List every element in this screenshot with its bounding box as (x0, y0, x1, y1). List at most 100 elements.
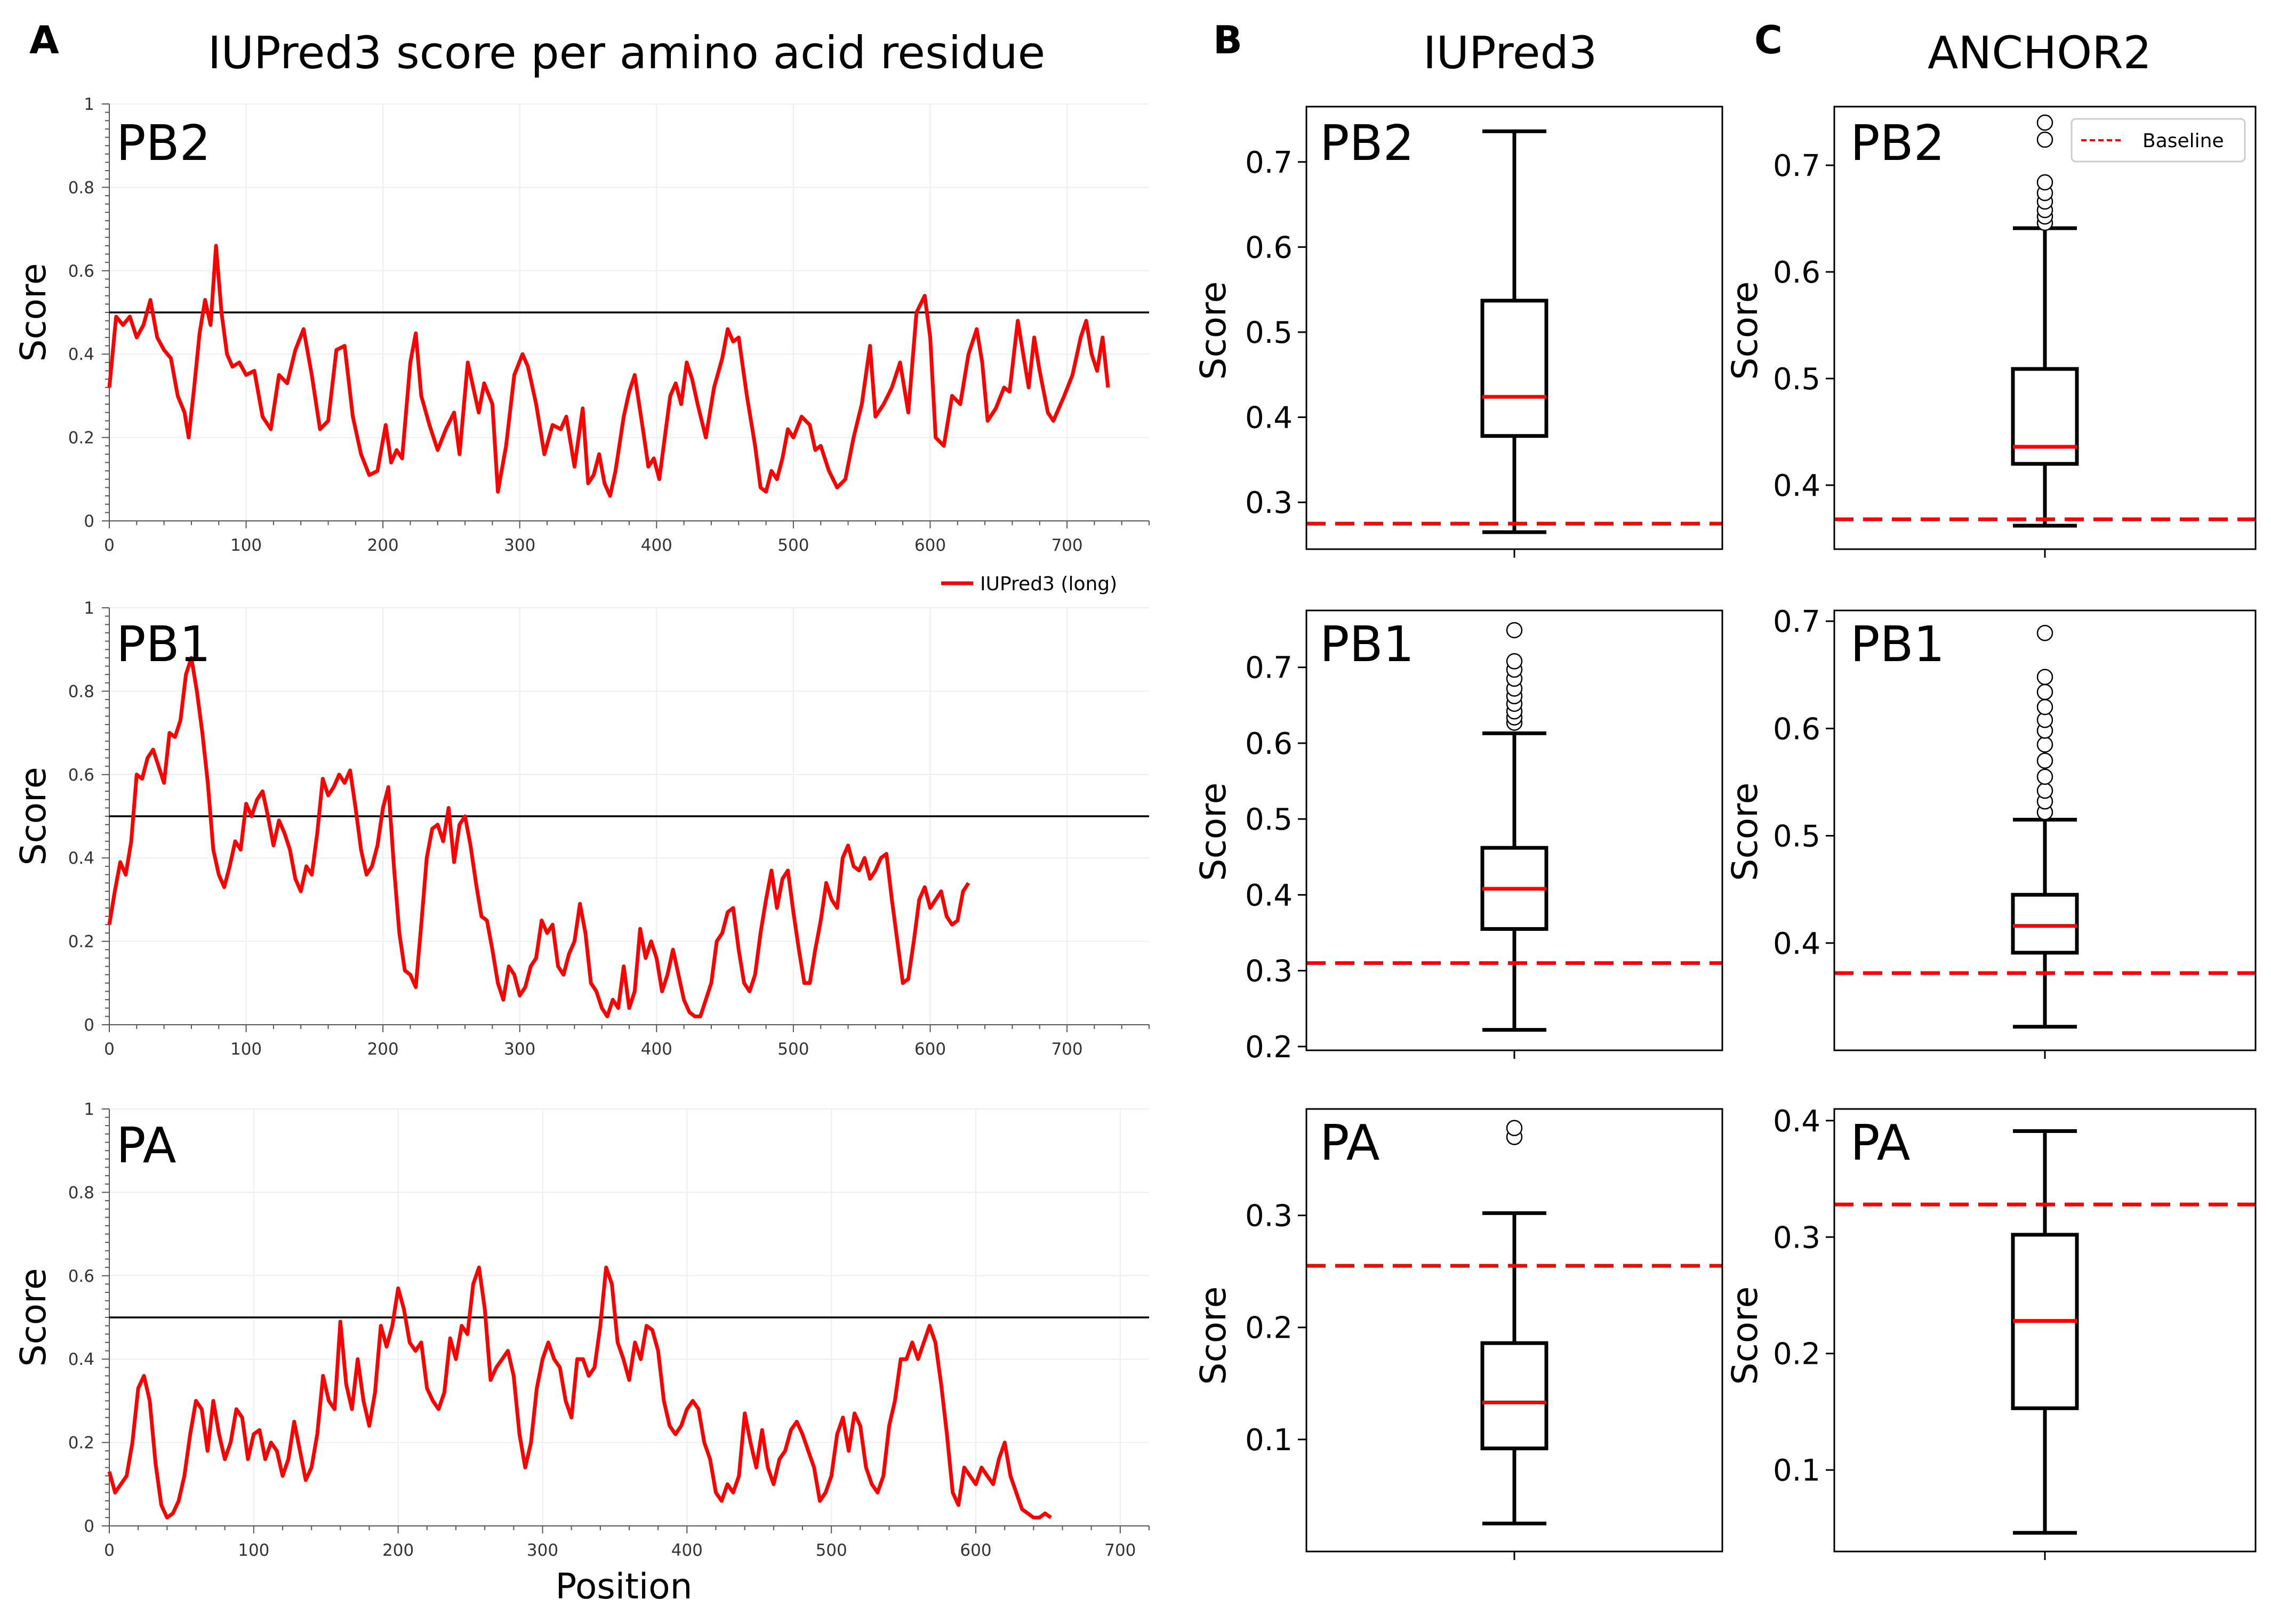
y-tick-label: 0.6 (68, 766, 94, 785)
legend-box (2071, 118, 2246, 163)
boxplot-anchor2-pb2: 0.4 0.5 0.6 0.7 PB2 Score Baseline (1724, 106, 2257, 558)
x-tick-label: 0 (104, 1541, 115, 1560)
y-tick-label: 0.8 (68, 178, 94, 197)
y-tick-label: 0.4 (1773, 1104, 1820, 1139)
y-tick-label: 0.7 (1773, 605, 1820, 639)
x-tick-label: 500 (777, 536, 809, 555)
minor-ticks (102, 607, 1150, 1032)
y-tick-label: 0.2 (68, 429, 94, 448)
x-tick-label: 500 (777, 1040, 809, 1059)
y-ticks: 0.4 0.5 0.6 0.7 (1773, 149, 1834, 503)
protein-label: PA (1320, 1114, 1380, 1171)
protein-label: PA (1850, 1114, 1911, 1171)
x-axis-label: Position (556, 1566, 693, 1607)
y-tick-label: 0.3 (1773, 1220, 1820, 1255)
y-tick-label: 0.5 (1245, 802, 1293, 837)
x-tick-label: 600 (960, 1541, 991, 1560)
iqr-box (2011, 367, 2079, 466)
outlier-point (2036, 131, 2053, 148)
outliers (1506, 1120, 1523, 1145)
y-axis-label: Score (1724, 282, 1766, 380)
y-tick-label: 0.6 (1773, 712, 1820, 746)
y-tick-label: 0.5 (1773, 819, 1820, 854)
protein-label: PB2 (116, 115, 211, 172)
outliers (2036, 625, 2053, 821)
x-tick-labels: 0 100 200 300 400 500 600 700 (104, 1541, 1136, 1560)
x-tick-label: 100 (230, 536, 262, 555)
protein-label: PB1 (116, 616, 211, 673)
y-tick-label: 0.5 (1773, 362, 1820, 397)
outlier-point (2036, 625, 2053, 641)
y-tick-label: 0.8 (68, 1183, 94, 1202)
x-tick-label: 200 (382, 1541, 414, 1560)
y-ticks: 0.1 0.2 0.3 0.4 (1773, 1104, 1834, 1488)
x-tick-label: 0 (104, 536, 115, 555)
outlier-point (1506, 653, 1523, 670)
x-tick-label: 300 (504, 1040, 535, 1059)
y-tick-label: 0.2 (1245, 1311, 1293, 1346)
y-tick-label: 0.2 (1773, 1337, 1820, 1372)
iqr-box (1480, 299, 1548, 438)
x-tick-label: 300 (504, 536, 535, 555)
protein-label: PB1 (1320, 616, 1414, 673)
y-tick-label: 0.4 (1245, 401, 1293, 436)
outliers (2036, 114, 2053, 231)
y-tick-label: 0.7 (1245, 651, 1293, 686)
x-tick-labels: 0 100 200 300 400 500 600 700 (104, 536, 1083, 555)
panel-letter-c: C (1754, 18, 1783, 62)
y-tick-label: 0.4 (68, 1350, 94, 1369)
x-tick-label: 700 (1051, 536, 1082, 555)
outlier-point (2036, 114, 2053, 131)
outliers (1506, 622, 1523, 731)
x-tick-label: 600 (914, 1040, 946, 1059)
iupred3-long-series-line (107, 244, 1110, 498)
y-tick-label: 1 (84, 599, 94, 618)
y-tick-label: 0.2 (1245, 1030, 1293, 1065)
y-tick-label: 0.7 (1245, 146, 1293, 180)
y-tick-label: 0 (84, 1517, 94, 1536)
y-axis-label: Score (1724, 783, 1766, 881)
iqr-box (1480, 1341, 1548, 1451)
panel-c-title: ANCHOR2 (1928, 27, 2152, 79)
x-tick-label: 300 (527, 1541, 558, 1560)
outlier-point (2036, 736, 2053, 753)
y-ticks: 0.2 0.3 0.4 0.5 0.6 0.7 (1245, 651, 1306, 1065)
x-tick-label: 0 (104, 1040, 115, 1059)
x-tick-label: 400 (641, 1040, 672, 1059)
outlier-point (1506, 622, 1523, 639)
panel-a-title: IUPred3 score per amino acid residue (208, 27, 1046, 79)
outlier-point (1506, 1120, 1523, 1136)
y-ticks: 0.1 0.2 0.3 (1245, 1199, 1306, 1458)
boxplot-iupred3-pb1: 0.2 0.3 0.4 0.5 0.6 0.7 PB1 Score (1193, 609, 1723, 1065)
x-tick-label: 400 (671, 1541, 703, 1560)
x-tick-label: 100 (238, 1541, 269, 1560)
x-tick-labels: 0 100 200 300 400 500 600 700 (104, 1040, 1083, 1059)
y-tick-label: 0.8 (68, 682, 94, 701)
minor-ticks (102, 1108, 1150, 1533)
protein-label: PB2 (1850, 115, 1945, 172)
line-plot-pa: 0 100 200 300 400 500 600 700 0 0.2 0.4 0.6 0.8 1 PA… (13, 1100, 1150, 1607)
outlier-point (2036, 752, 2053, 769)
y-tick-labels: 0 0.2 0.4 0.6 0.8 1 (68, 1100, 94, 1536)
y-tick-label: 0.2 (68, 932, 94, 952)
y-tick-label: 0.6 (68, 262, 94, 281)
x-tick-label: 100 (230, 1040, 262, 1059)
y-tick-labels: 0 0.2 0.4 0.6 0.8 1 (68, 95, 94, 531)
x-tick-label: 400 (641, 536, 672, 555)
legend-label: Baseline (2142, 130, 2224, 152)
legend-label: IUPred3 (long) (980, 573, 1117, 595)
y-ticks: 0.3 0.4 0.5 0.6 0.7 (1245, 146, 1306, 520)
x-tick-label: 700 (1051, 1040, 1082, 1059)
protein-label: PB1 (1850, 616, 1945, 673)
y-tick-label: 0.7 (1773, 149, 1820, 183)
y-tick-label: 0.4 (1245, 878, 1293, 913)
y-tick-label: 0 (84, 1016, 94, 1035)
y-tick-label: 0 (84, 512, 94, 531)
x-tick-label: 500 (816, 1541, 847, 1560)
outlier-point (2036, 174, 2053, 191)
x-tick-label: 700 (1104, 1541, 1136, 1560)
boxplot-iupred3-pa: 0.1 0.2 0.3 PA Score (1193, 1108, 1723, 1560)
y-axis-label: Score (13, 767, 54, 866)
y-axis-label: Score (1193, 783, 1234, 881)
